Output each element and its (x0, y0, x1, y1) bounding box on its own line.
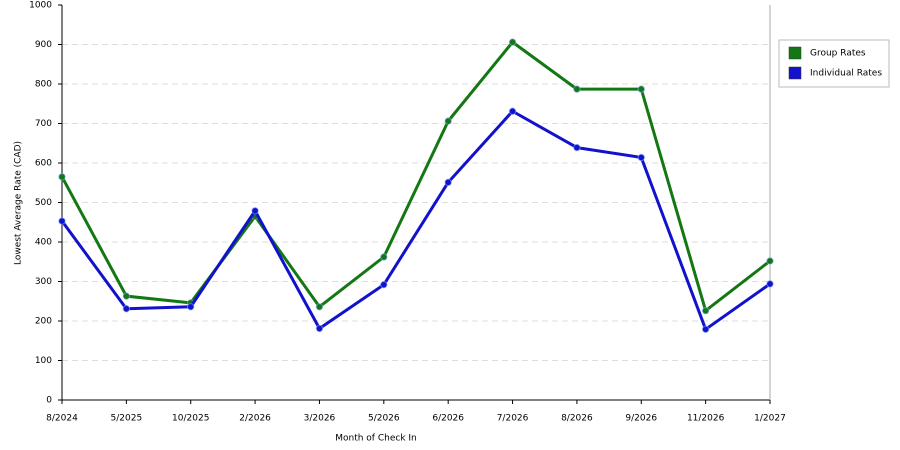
data-point (766, 257, 774, 265)
data-point (122, 305, 131, 313)
data-point (573, 85, 581, 93)
data-point (508, 107, 517, 115)
data-point (444, 117, 452, 125)
x-tick-label: 3/2026 (304, 414, 336, 424)
x-tick-label: 8/2024 (46, 414, 78, 424)
data-point (701, 307, 710, 315)
data-point (766, 280, 774, 288)
data-point (187, 303, 195, 311)
y-tick-label: 900 (35, 40, 52, 50)
data-point (444, 178, 452, 187)
x-tick-label: 2/2026 (239, 414, 271, 424)
data-point (122, 292, 131, 300)
x-tick-label: 8/2026 (561, 414, 593, 424)
legend-label: Individual Rates (810, 69, 882, 79)
legend-swatch (788, 46, 802, 60)
y-tick-label: 300 (35, 277, 52, 287)
y-tick-label: 0 (46, 396, 52, 406)
data-point (508, 38, 517, 46)
y-tick-label: 500 (35, 198, 52, 208)
y-tick-label: 800 (35, 80, 52, 90)
x-tick-label: 5/2026 (368, 414, 400, 424)
data-point (380, 280, 388, 289)
data-point (701, 325, 710, 333)
x-tick-label: 10/2025 (172, 414, 209, 424)
legend-swatch (788, 66, 802, 80)
data-point (573, 143, 581, 152)
data-point (315, 303, 324, 311)
data-point (315, 324, 324, 333)
y-tick-label: 600 (35, 159, 52, 169)
data-point (637, 153, 645, 162)
y-tick-label: 700 (35, 119, 52, 129)
x-tick-label: 9/2026 (625, 414, 657, 424)
y-tick-label: 200 (35, 317, 52, 327)
series-line (60, 109, 771, 331)
legend-label: Group Rates (810, 49, 866, 59)
y-tick-label: 1000 (29, 1, 52, 11)
series-line (60, 40, 771, 313)
data-point (251, 207, 259, 215)
y-tick-label: 400 (35, 238, 52, 248)
y-axis-label: Lowest Average Rate (CAD) (14, 141, 24, 265)
x-tick-label: 5/2025 (111, 414, 143, 424)
data-point (637, 85, 645, 93)
x-tick-label: 6/2026 (432, 414, 464, 424)
data-point (58, 217, 66, 225)
x-axis-label: Month of Check In (335, 434, 417, 444)
data-point (58, 173, 66, 181)
x-tick-label: 1/2027 (754, 414, 786, 424)
x-tick-label: 7/2026 (497, 414, 529, 424)
x-tick-label: 11/2026 (687, 414, 725, 424)
y-tick-label: 100 (35, 356, 52, 366)
data-point (380, 253, 388, 261)
